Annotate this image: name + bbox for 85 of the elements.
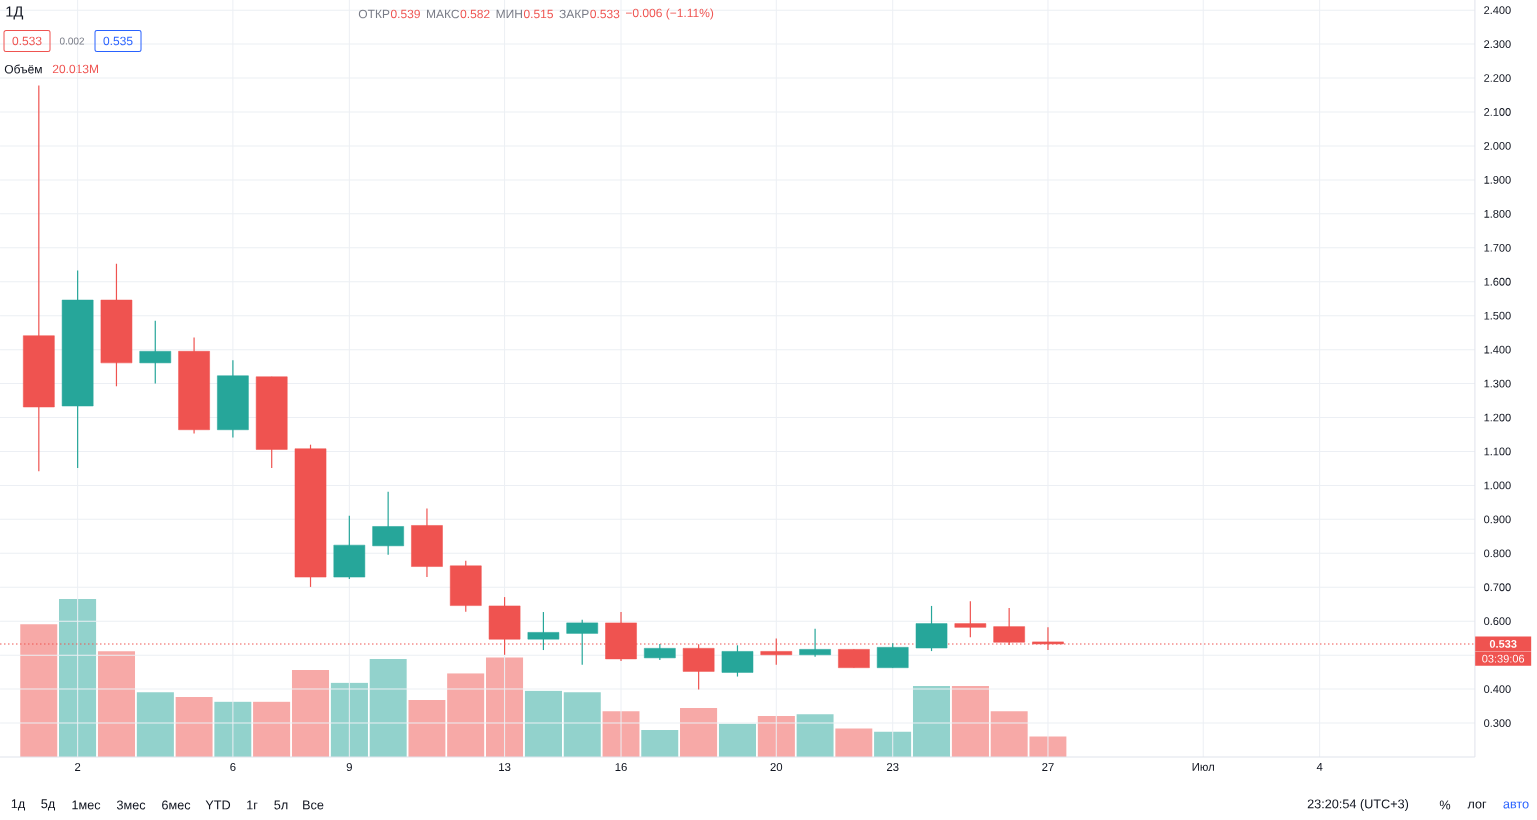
bar (447, 673, 485, 757)
y-tick-label: 1.700 (1484, 243, 1511, 252)
x-tick-label: 20 (770, 763, 783, 772)
x-tick-label: 23 (886, 763, 899, 772)
annotation: МАКС (427, 9, 460, 19)
bar (97, 651, 136, 757)
y-tick-label: 0.400 (1484, 685, 1511, 693)
x-tick-label: 4 (1316, 763, 1323, 771)
y-tick-label: 2.000 (1484, 142, 1511, 150)
bar (485, 657, 524, 757)
text: 3мес (116, 800, 146, 810)
y-tick-label: 0.600 (1484, 617, 1511, 626)
text: 5л (274, 800, 288, 810)
annotation: 0.533 (590, 9, 620, 19)
y-tick-label: 1.200 (1484, 413, 1511, 422)
text: 03:39:06 (1482, 654, 1525, 663)
text: 1д (11, 799, 26, 811)
bar (524, 690, 563, 757)
annotation: 0.533 (12, 36, 42, 46)
annotation: ЗАКР (559, 9, 589, 19)
annotation: ОТКР (358, 9, 390, 19)
x-tick-label: 27 (1042, 763, 1054, 771)
text: лог (1467, 801, 1487, 809)
bar (291, 670, 330, 757)
x-tick-label: 13 (499, 763, 511, 772)
annotation: 0.535 (103, 36, 133, 46)
bar (641, 730, 679, 757)
bar (835, 728, 873, 757)
y-tick-label: 0.300 (1484, 719, 1511, 727)
y-tick-label: 1.800 (1484, 209, 1511, 218)
annotation: −0.006 (−1.11%) (625, 8, 714, 20)
x-tick-label: 9 (346, 763, 352, 772)
annotation: 0.002 (59, 37, 85, 45)
y-tick-label: 2.400 (1484, 6, 1511, 15)
y-tick-label: 2.100 (1484, 108, 1511, 116)
bar (912, 685, 951, 757)
bar (408, 700, 446, 757)
annotation: МИН (496, 9, 522, 19)
bar (563, 692, 601, 757)
text: Все (303, 800, 324, 810)
text: 5д (41, 799, 56, 811)
text: 1мес (72, 800, 101, 810)
y-tick-label: 0.800 (1484, 549, 1511, 558)
bar (330, 682, 368, 757)
annotation: 0.539 (390, 9, 420, 19)
chart-title: 1Д (6, 6, 24, 20)
y-tick-label: 0.700 (1484, 583, 1511, 592)
y-tick-label: 1.900 (1484, 176, 1511, 184)
bar (369, 659, 407, 757)
bar (718, 723, 757, 757)
x-tick-label: 6 (230, 763, 236, 772)
bar (175, 696, 213, 757)
bar (20, 624, 58, 757)
y-tick-label: 1.000 (1484, 481, 1511, 490)
annotation: 0.582 (460, 9, 490, 19)
y-tick-label: 1.600 (1484, 277, 1511, 286)
bar (680, 708, 718, 757)
y-tick-label: 2.300 (1484, 40, 1511, 49)
bar (796, 714, 834, 757)
text: % (1439, 800, 1451, 810)
text: 6мес (162, 800, 191, 810)
bar (253, 701, 291, 757)
x-tick-label: 16 (615, 763, 627, 772)
text: YTD (205, 800, 231, 810)
x-tick-label: 2 (75, 763, 81, 771)
text: 23:20:54 (UTC+3) (1307, 799, 1409, 811)
bar (874, 731, 912, 757)
text: авто (1503, 801, 1529, 809)
ref-line-label: 0.533 (1489, 640, 1517, 648)
bar (990, 711, 1028, 757)
y-tick-label: 1.500 (1484, 311, 1511, 320)
y-tick-label: 1.100 (1484, 447, 1511, 456)
candlestick (527, 611, 560, 651)
candlestick (799, 628, 831, 658)
y-tick-label: 2.200 (1484, 74, 1511, 82)
y-tick-label: 0.900 (1484, 515, 1511, 524)
y-tick-label: 1.400 (1484, 345, 1511, 354)
y-tick-label: 1.300 (1484, 379, 1511, 388)
x-tick-label: Июл (1192, 763, 1214, 771)
bar (59, 598, 97, 757)
bar (136, 692, 174, 757)
annotation: 0.515 (523, 9, 553, 19)
text: 1г (247, 800, 258, 810)
candlestick (954, 600, 987, 638)
bar (951, 685, 989, 757)
